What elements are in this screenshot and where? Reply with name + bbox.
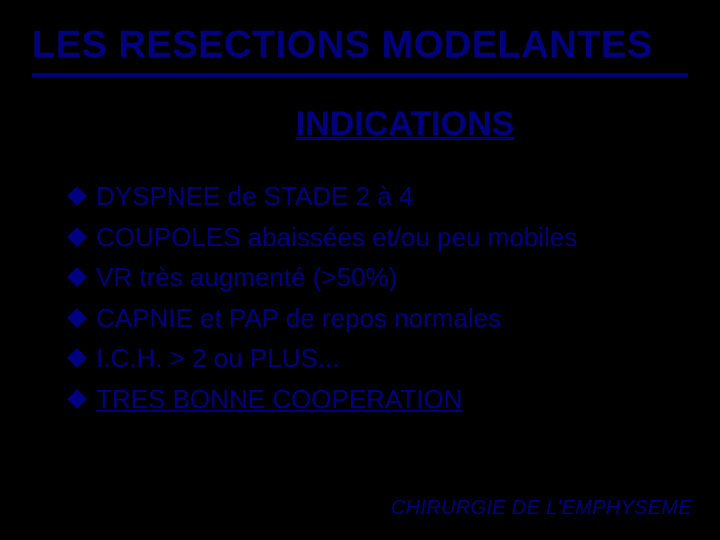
list-item: I.C.H. > 2 ou PLUS... [70,342,688,375]
bullet-icon [67,267,87,287]
slide-container: LES RESECTIONS MODELANTES INDICATIONS DY… [0,0,720,540]
bullet-text-underlined: TRES BONNE COOPERATION [96,384,462,414]
bullet-text: COUPOLES abaissées et/ou peu mobiles [96,221,577,254]
list-item: DYSPNEE de STADE 2 à 4 [70,180,688,213]
list-item: CAPNIE et PAP de repos normales [70,302,688,335]
list-item: COUPOLES abaissées et/ou peu mobiles [70,221,688,254]
bullet-text: I.C.H. > 2 ou PLUS... [96,342,340,375]
bullet-icon [67,186,87,206]
bullet-icon [67,389,87,409]
bullet-icon [67,227,87,247]
slide-title: LES RESECTIONS MODELANTES [32,24,688,77]
slide-footer: CHIRURGIE DE L'EMPHYSEME [391,497,692,520]
slide-subtitle: INDICATIONS [32,105,688,144]
bullet-text: DYSPNEE de STADE 2 à 4 [96,180,413,213]
bullet-icon [67,348,87,368]
list-item: VR très augmenté (>50%) [70,261,688,294]
bullet-list: DYSPNEE de STADE 2 à 4 COUPOLES abaissée… [32,180,688,415]
bullet-text: CAPNIE et PAP de repos normales [96,302,501,335]
bullet-icon [67,308,87,328]
list-item: TRES BONNE COOPERATION [70,383,688,416]
bullet-text: VR très augmenté (>50%) [96,261,397,294]
bullet-text: TRES BONNE COOPERATION [96,383,462,416]
